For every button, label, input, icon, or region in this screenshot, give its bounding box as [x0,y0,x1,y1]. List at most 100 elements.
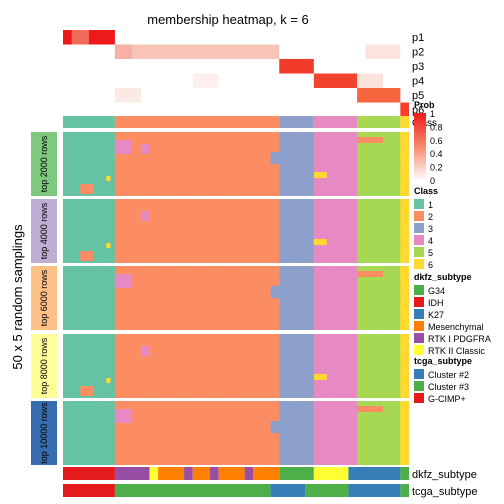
sampling-cell [106,401,116,465]
row-group-label: top 4000 rows [39,202,49,259]
sampling-cell [175,334,185,398]
sampling-cell [106,266,116,330]
sampling-cell [210,132,219,196]
sampling-cell [132,334,142,398]
sampling-cell [236,334,245,398]
sampling-cell [123,199,133,263]
class-legend-label: 4 [428,236,433,246]
sampling-cell [253,132,263,196]
row-group-annotations: top 2000 rows top 4000 rows top 6000 rows t… [31,132,57,465]
membership-row-label-p3: p3 [412,61,424,73]
sampling-cell [192,334,202,398]
sampling-cell [270,334,280,398]
dkfz-legend-label: K27 [428,310,444,320]
sampling-cell [236,266,245,330]
class-legend-label: 5 [428,248,433,258]
sampling-cell [383,199,392,263]
sampling-cell [192,266,202,330]
sampling-cell [391,132,401,196]
sampling-cell [140,266,150,330]
sampling-cell [184,401,194,465]
tcga-legend-swatch [414,369,424,379]
tcga-legend-label: Cluster #2 [428,370,469,380]
prob-cell [192,73,219,88]
tcga-subtype-cell [305,484,349,497]
sampling-cell [63,199,72,263]
sampling-cell [400,266,410,330]
sampling-cell [184,199,194,263]
sampling-cell [175,199,185,263]
class-legend-swatch [414,247,424,257]
membership-probability-heatmap [63,30,409,117]
row-group-label: top 8000 rows [39,337,49,394]
tcga-subtype-cell [114,484,271,497]
sampling-cell [357,401,367,465]
dkfz-legend-swatch [414,297,424,307]
sampling-cell [114,132,124,196]
membership-row-label-p5: p5 [412,90,424,102]
sampling-cell [287,401,297,465]
tcga-annotation-label: tcga_subtype [412,486,477,498]
sampling-cell [227,199,237,263]
sampling-cell [97,266,107,330]
sampling-cell [357,199,367,263]
sampling-cell [313,266,323,330]
sampling-cell [339,132,349,196]
sampling-cell [218,401,228,465]
tcga-subtype-cell [63,484,115,497]
dkfz-legend-swatch [414,309,424,319]
sampling-cell [261,334,271,398]
sampling-cell [365,334,375,398]
sampling-cell [313,172,327,178]
sampling-cell [365,199,375,263]
sampling-cell [383,132,392,196]
sampling-cell [149,334,159,398]
sampling-cell [123,334,133,398]
class-cell [63,116,115,128]
prob-legend-tick: 0.8 [430,122,443,132]
sampling-cell [106,132,116,196]
class-legend-swatch [414,259,424,269]
dkfz-subtype-cell [192,467,211,480]
row-group-bar [31,401,57,465]
sampling-cell [210,266,219,330]
sampling-cell [331,199,341,263]
sampling-cell [132,132,142,196]
sampling-cell [97,132,107,196]
class-legend-title: Class [414,186,438,196]
dkfz-subtype-cell [114,467,150,480]
sampling-cell [279,266,289,330]
sampling-cell [270,421,280,433]
sampling-cell [357,271,384,277]
sampling-cell [391,199,401,263]
sampling-cell [218,334,228,398]
sampling-cell [348,401,358,465]
membership-row-label-p2: p2 [412,47,424,59]
dkfz-subtype-cell [279,467,314,480]
prob-legend-tick: 0.2 [430,163,443,173]
tcga-subtype-cell [270,484,306,497]
sampling-cell [365,401,375,465]
sampling-cell [80,266,90,330]
dkfz-subtype-cell [149,467,159,480]
sampling-cell [184,266,194,330]
sampling-cell [313,132,323,196]
sampling-cell [296,334,306,398]
sampling-cell [279,132,289,196]
sampling-cell [236,401,245,465]
dkfz-subtype-cell [244,467,254,480]
sampling-cell [279,401,289,465]
row-group-bar [31,334,57,398]
sampling-cell [383,266,392,330]
sampling-cell [88,334,98,398]
class-legend-swatch [414,211,424,221]
tcga-legend-label: Cluster #3 [428,382,469,392]
dkfz-legend-title: dkfz_subtype [414,272,472,282]
tcga-legend-title: tcga_subtype [414,356,472,366]
sampling-cell [192,401,202,465]
sampling-cell [132,199,142,263]
sampling-cell [339,199,349,263]
sampling-cell [331,132,341,196]
prob-legend-colorbar [414,113,426,181]
sampling-cell [305,334,315,398]
